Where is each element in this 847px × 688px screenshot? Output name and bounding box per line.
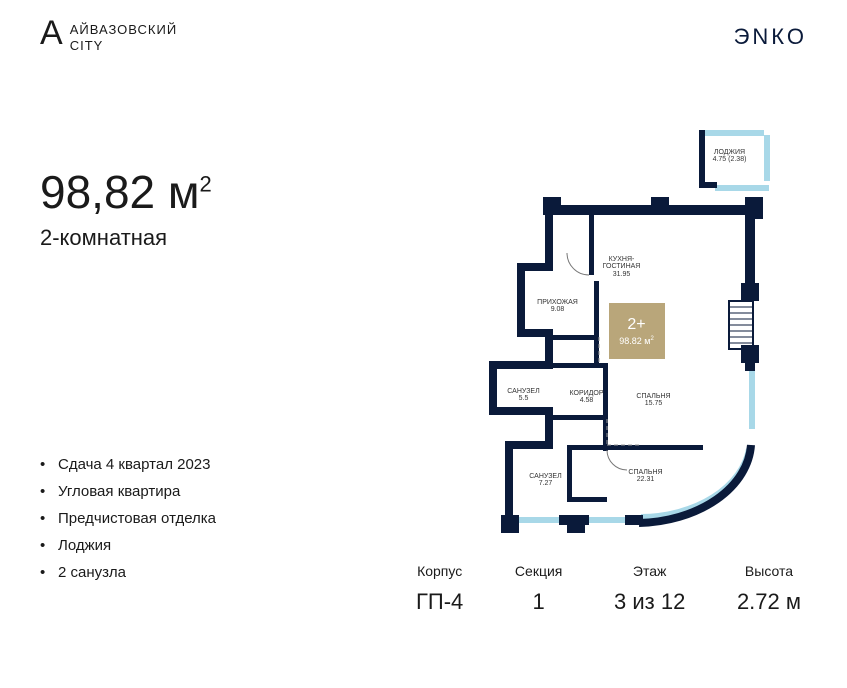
rooms-label: 2-комнатная	[40, 225, 410, 251]
room-label-sanuzel2: САНУЗЕЛ7.27	[521, 473, 571, 488]
badge-area: 98.82 м2	[619, 336, 654, 346]
room-label-lodzhia: ЛОДЖИЯ4.75 (2.38)	[705, 149, 755, 164]
feature-item: Лоджия	[40, 532, 410, 559]
logo-text: АЙВАЗОВСКИЙ CITY	[70, 22, 177, 55]
right-column: 2+ 98.82 м2 ЛОДЖИЯ4.75 (2.38) КУХНЯ-ГОСТ…	[410, 55, 807, 615]
stats-row: Корпус ГП-4 Секция 1 Этаж 3 из 12 Высота…	[410, 563, 807, 615]
badge-type: 2+	[627, 316, 645, 334]
project-logo: A АЙВАЗОВСКИЙ CITY	[40, 18, 177, 55]
floorplan: 2+ 98.82 м2 ЛОДЖИЯ4.75 (2.38) КУХНЯ-ГОСТ…	[419, 85, 799, 555]
header: A АЙВАЗОВСКИЙ CITY ЭNКО	[0, 0, 847, 55]
company-logo: ЭNКО	[734, 24, 807, 50]
features-list: Сдача 4 квартал 2023 Угловая квартира Пр…	[40, 451, 410, 586]
stat-section: Секция 1	[515, 563, 562, 615]
logo-glyph: A	[40, 18, 62, 49]
room-label-koridor: КОРИДОР4.58	[562, 390, 612, 405]
feature-item: Угловая квартира	[40, 478, 410, 505]
room-label-sanuzel1: САНУЗЕЛ5.5	[499, 388, 549, 403]
feature-item: Предчистовая отделка	[40, 505, 410, 532]
room-label-prihozh: ПРИХОЖАЯ9.08	[533, 299, 583, 314]
area-value: 98,82 м2	[40, 165, 410, 219]
stat-height: Высота 2.72 м	[737, 563, 801, 615]
stat-floor: Этаж 3 из 12	[614, 563, 685, 615]
stat-korpus: Корпус ГП-4	[416, 563, 463, 615]
room-label-spalnya2: СПАЛЬНЯ22.31	[621, 469, 671, 484]
apartment-badge: 2+ 98.82 м2	[609, 303, 665, 359]
feature-item: 2 санузла	[40, 559, 410, 586]
left-column: 98,82 м2 2-комнатная Сдача 4 квартал 202…	[40, 55, 410, 615]
room-label-kuhnya: КУХНЯ-ГОСТИНАЯ31.95	[597, 256, 647, 279]
feature-item: Сдача 4 квартал 2023	[40, 451, 410, 478]
logo-line1: АЙВАЗОВСКИЙ	[70, 22, 177, 38]
room-label-spalnya1: СПАЛЬНЯ15.75	[629, 393, 679, 408]
logo-line2: CITY	[70, 38, 177, 54]
main-content: 98,82 м2 2-комнатная Сдача 4 квартал 202…	[0, 55, 847, 615]
